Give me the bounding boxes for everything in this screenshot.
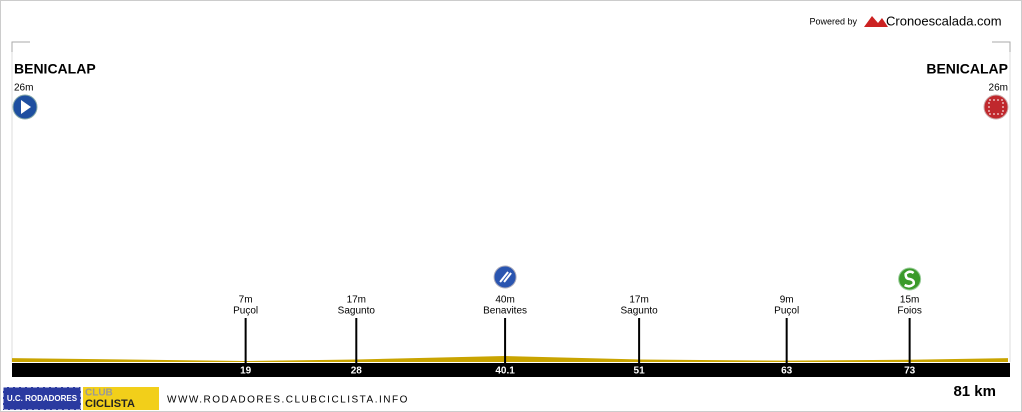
- brand-logo: [864, 16, 888, 27]
- waypoint-icon-mark: [499, 271, 512, 283]
- elevation-area: [12, 356, 1008, 362]
- waypoint-name: Sagunto: [620, 306, 658, 317]
- logo-rodadores-text: U.C. RODADORES: [7, 394, 78, 403]
- finish-icon: [983, 94, 1009, 120]
- logo-club: [83, 387, 159, 410]
- logo-ciclista-text: CICLISTA: [85, 398, 135, 410]
- finish-name: BENICALAP: [926, 61, 1008, 77]
- finish-altitude: 26m: [989, 83, 1008, 94]
- footer-url: WWW.RODADORES.CLUBCICLISTA.INFO: [167, 395, 409, 406]
- waypoint-altitude: 17m: [347, 295, 366, 306]
- waypoint-name: Puçol: [233, 306, 258, 317]
- waypoint-altitude: 15m: [900, 295, 919, 306]
- total-distance: 81 km: [953, 383, 996, 400]
- start-name: BENICALAP: [14, 61, 96, 77]
- km-label: 19: [240, 366, 252, 377]
- brand: Cronoescalada.com: [886, 13, 1002, 28]
- km-label: 28: [351, 366, 363, 377]
- logo-rodadores: [2, 386, 82, 411]
- waypoint-name: Benavites: [483, 306, 527, 317]
- powered-by: Powered by: [809, 16, 857, 26]
- finish-icon-flag: [988, 99, 1004, 115]
- start-altitude: 26m: [14, 83, 33, 94]
- distance-bar: [12, 363, 1010, 377]
- waypoint-name: Sagunto: [338, 306, 376, 317]
- logo-club-text: CLUB: [85, 388, 113, 399]
- km-label: 51: [634, 366, 646, 377]
- km-label: 73: [904, 366, 916, 377]
- waypoint-icon-mark: [903, 270, 916, 288]
- waypoint-name: Puçol: [774, 306, 799, 317]
- waypoint-altitude: 17m: [629, 295, 648, 306]
- km-label: 63: [781, 366, 793, 377]
- frame-corners: [11, 41, 1011, 52]
- start-icon-arrow: [21, 100, 31, 114]
- waypoint-name: Foios: [897, 306, 921, 317]
- km-label: 40.1: [495, 366, 515, 377]
- waypoint-altitude: 40m: [495, 295, 514, 306]
- waypoint-altitude: 7m: [239, 295, 253, 306]
- waypoint-altitude: 9m: [780, 295, 794, 306]
